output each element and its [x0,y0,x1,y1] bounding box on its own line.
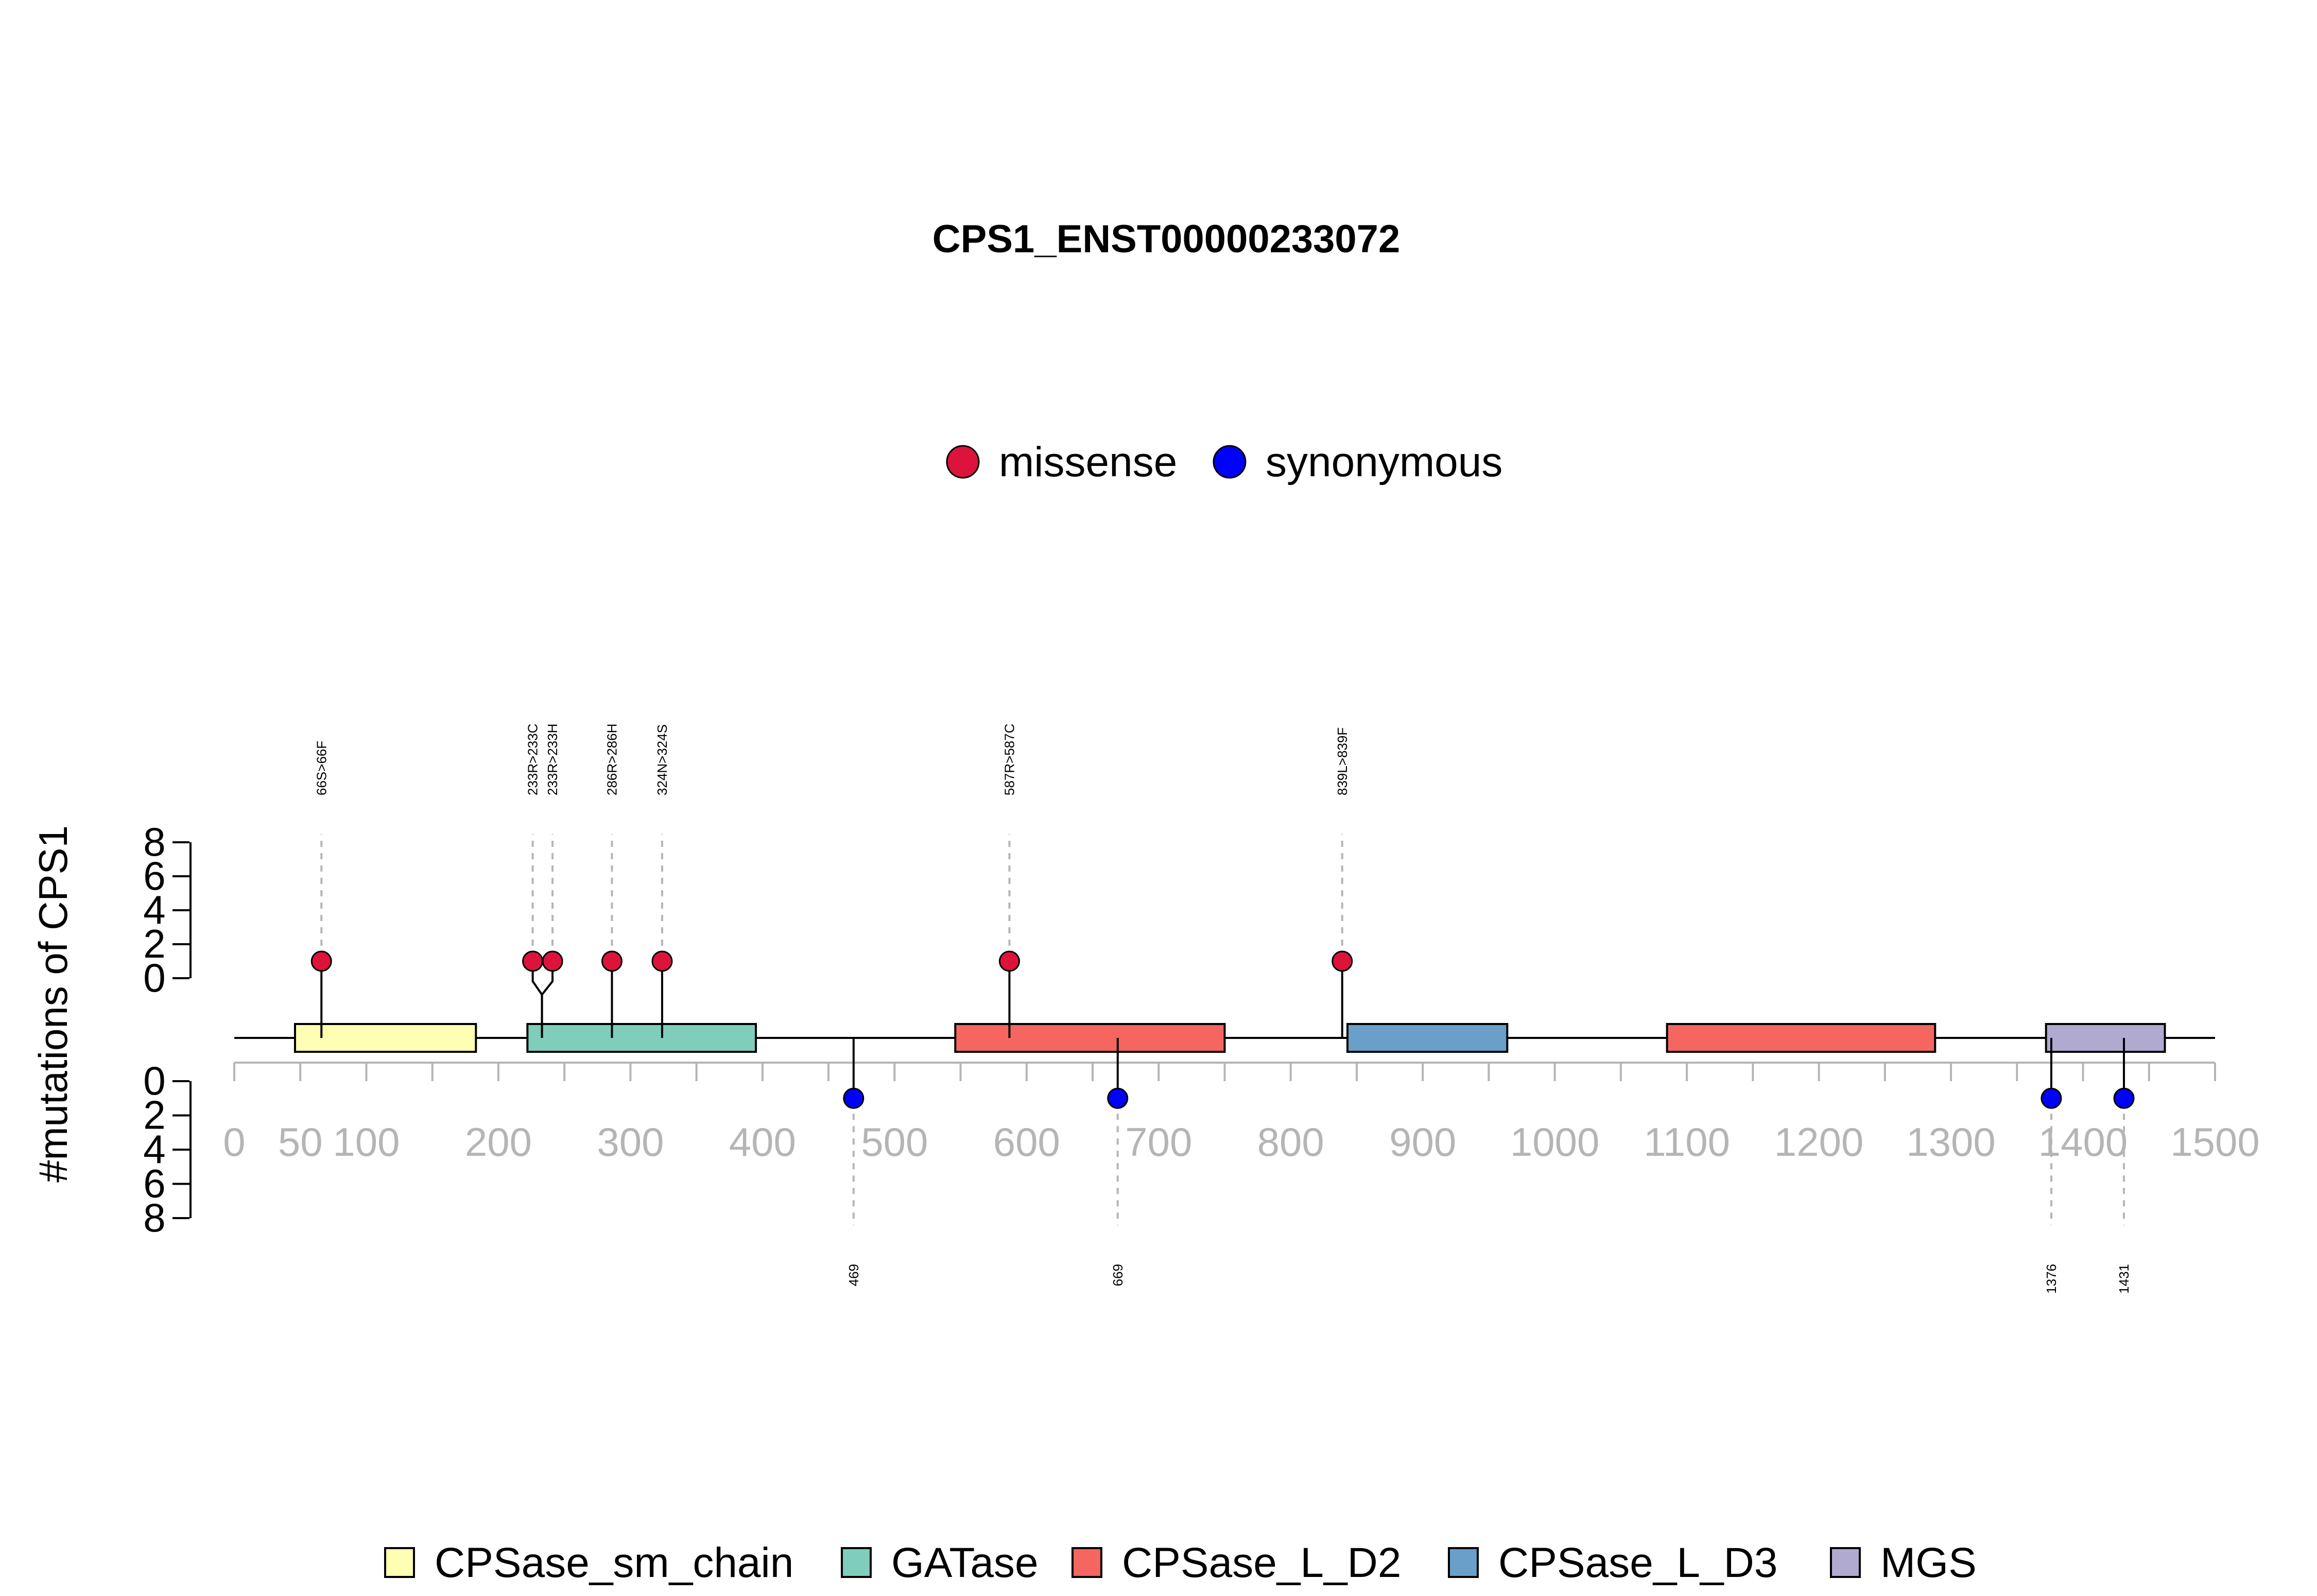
x-tick-label: 1000 [1510,1119,1600,1165]
y-axis-label: #mutations of CPS1 [30,825,76,1183]
x-tick-label: 1400 [2038,1119,2128,1165]
x-tick-label: 50 [278,1119,323,1165]
legend-domain-cpsase-l-d2-label: CPSase_L_D2 [1122,1539,1401,1586]
domain-gatase [526,1023,757,1053]
legend-missense-marker [946,445,980,479]
x-tick-label: 200 [465,1119,532,1165]
domain-mgs [2045,1023,2166,1053]
mutation-label: 66S>66F [314,741,329,795]
x-tick-label: 100 [333,1119,400,1165]
mutation-type-legend: missense synonymous [946,439,1502,485]
y-tick-label-bottom: 6 [143,1161,165,1206]
mutation-head [310,950,332,972]
chart-title: CPS1_ENST00000233072 [932,217,1400,261]
legend-synonymous-label: synonymous [1266,439,1502,485]
mutation-label: 1376 [2044,1264,2059,1294]
mutation-head [522,950,544,972]
y-tick-label-bottom: 4 [143,1126,165,1172]
x-tick-label: 700 [1125,1119,1192,1165]
legend-domain-cpsase-l-d3-label: CPSase_L_D3 [1498,1539,1777,1586]
protein-domains [293,1023,2166,1053]
mutation-head [1107,1087,1129,1109]
mutation-head [1332,950,1353,972]
mutations-bottom: 469 669 1376 1431 [843,1038,2135,1294]
mutation-label: 1431 [2116,1264,2132,1294]
domain-cpsase-l-d2 [954,1023,1226,1053]
legend-domain-gatase-label: GATase [891,1539,1039,1586]
mutation-head [2113,1087,2135,1109]
mutation-label: 669 [1110,1264,1126,1286]
x-tick-label: 1500 [2170,1119,2260,1165]
mutation-label: 839L>839F [1335,727,1350,795]
x-tick-label: 400 [729,1119,796,1165]
legend-domain-cpsase-l-d3-swatch [1448,1547,1479,1578]
x-tick-label: 800 [1257,1119,1324,1165]
y-tick-label-top: 8 [143,819,165,864]
mutation-head [651,950,673,972]
mutation-head [601,950,623,972]
y-tick-label-bottom: 2 [143,1092,165,1138]
domain-cpsase-sm-chain [293,1023,477,1053]
mutation-label: 587R>587C [1001,724,1017,796]
y-tick-label-bottom: 8 [143,1195,165,1240]
y-tick-label-top: 4 [143,887,165,932]
legend-domain-gatase-swatch [841,1547,872,1578]
mutation-head [542,950,563,972]
x-tick-label: 1300 [1906,1119,1996,1165]
x-tick-label: 0 [223,1119,245,1165]
legend-domain-cpsase-sm-chain-label: CPSase_sm_chain [435,1539,793,1586]
x-tick-label: 300 [597,1119,664,1165]
legend-synonymous-marker [1213,445,1247,479]
x-tick-label: 500 [861,1119,928,1165]
x-axis: 0 50 100 200 300 400 500 600 700 800 900 1000 1100 12… [223,1062,2260,1165]
legend-missense-label: missense [999,439,1177,485]
mutation-label: 469 [846,1264,861,1286]
legend-domain-mgs-swatch [1830,1547,1861,1578]
x-tick-label: 600 [993,1119,1060,1165]
mutation-label: 233R>233C [525,724,541,796]
domain-legend: CPSase_sm_chain GATase CPSase_L_D2 CPSase_L… [384,1539,1977,1586]
legend-domain-cpsase-l-d2-swatch [1071,1547,1102,1578]
x-tick-label: 900 [1389,1119,1456,1165]
mutations-top: 66S>66F 233R>233C 233R>233H 286R>286H 324N>3… [310,724,1353,1038]
y-tick-label-bottom: 0 [143,1058,165,1103]
domain-cpsase-l-d2 [1666,1023,1936,1053]
domain-cpsase-l-d3 [1346,1023,1509,1053]
x-tick-label: 1100 [1644,1119,1730,1165]
mutation-head [998,950,1020,972]
y-tick-label-top: 6 [143,853,165,898]
legend-domain-mgs-label: MGS [1880,1539,1977,1586]
mutation-head [2041,1087,2062,1109]
mutation-label: 233R>233H [545,724,560,796]
y-tick-label-top: 0 [143,955,165,1000]
legend-domain-cpsase-sm-chain-swatch [384,1547,415,1578]
y-tick-label-top: 2 [143,921,165,966]
mutation-label: 324N>324S [654,724,670,795]
mutation-head [843,1087,864,1109]
mutation-label: 286R>286H [604,724,619,796]
x-tick-label: 1200 [1774,1119,1864,1165]
